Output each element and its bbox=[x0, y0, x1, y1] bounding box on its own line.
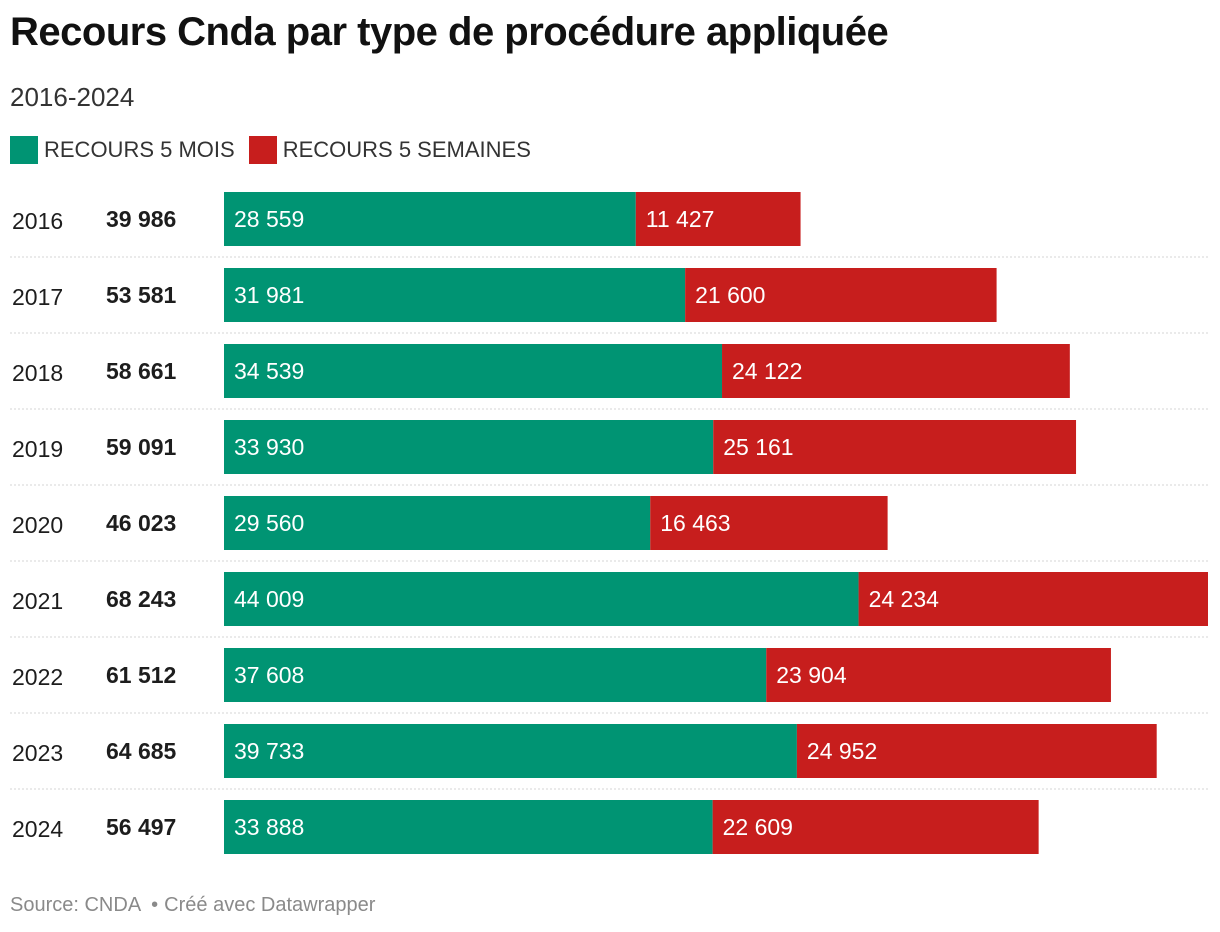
bar-5-semaines bbox=[766, 648, 1111, 702]
footer: Source: CNDA • Créé avec Datawrapper bbox=[10, 894, 375, 917]
bar-label-5-semaines: 23 904 bbox=[776, 662, 847, 688]
bar-5-semaines bbox=[713, 420, 1077, 474]
bar-5-mois bbox=[224, 344, 723, 398]
total-label: 46 023 bbox=[106, 510, 176, 536]
bar-5-semaines bbox=[712, 800, 1039, 854]
year-label: 2018 bbox=[12, 360, 63, 386]
source-note: Source: CNDA bbox=[10, 894, 142, 916]
year-label: 2019 bbox=[12, 436, 63, 462]
bar-5-semaines bbox=[722, 344, 1070, 398]
bar-5-mois bbox=[224, 648, 767, 702]
legend-label-5-semaines: RECOURS 5 SEMAINES bbox=[282, 137, 531, 162]
chart-title: Recours Cnda par type de procédure appli… bbox=[10, 10, 889, 54]
total-label: 39 986 bbox=[106, 206, 176, 232]
bar-label-5-mois: 29 560 bbox=[234, 510, 304, 536]
bar-label-5-mois: 33 888 bbox=[234, 814, 304, 840]
bar-5-mois bbox=[224, 496, 651, 550]
bar-5-mois bbox=[224, 572, 859, 626]
bar-5-semaines bbox=[635, 192, 801, 246]
total-label: 68 243 bbox=[106, 586, 176, 612]
total-label: 56 497 bbox=[106, 814, 176, 840]
total-label: 64 685 bbox=[106, 738, 177, 764]
legend-swatch-5-mois bbox=[10, 136, 38, 164]
total-label: 58 661 bbox=[106, 358, 177, 384]
total-label: 59 091 bbox=[106, 434, 177, 460]
year-label: 2021 bbox=[12, 588, 63, 614]
bar-label-5-mois: 44 009 bbox=[234, 586, 304, 612]
bar-label-5-semaines: 16 463 bbox=[660, 510, 730, 536]
bar-label-5-semaines: 24 122 bbox=[732, 358, 802, 384]
bar-label-5-mois: 31 981 bbox=[234, 282, 304, 308]
bar-5-mois bbox=[224, 724, 797, 778]
bar-label-5-mois: 39 733 bbox=[234, 738, 304, 764]
bar-label-5-semaines: 24 234 bbox=[869, 586, 940, 612]
bar-label-5-semaines: 21 600 bbox=[695, 282, 765, 308]
stacked-bar-chart: 2016 39 986 28 559 11 427 2017 53 581 31 981 21… bbox=[10, 192, 1208, 854]
bar-label-5-mois: 34 539 bbox=[234, 358, 304, 384]
legend-swatch-5-semaines bbox=[248, 136, 277, 164]
footer-separator: • bbox=[151, 894, 159, 916]
bar-5-mois bbox=[224, 800, 713, 854]
bar-5-semaines bbox=[685, 268, 997, 322]
year-label: 2022 bbox=[12, 664, 63, 690]
bar-label-5-mois: 37 608 bbox=[234, 662, 304, 688]
legend: RECOURS 5 MOIS RECOURS 5 SEMAINES bbox=[10, 136, 545, 164]
year-label: 2024 bbox=[12, 816, 63, 842]
bar-5-semaines bbox=[858, 572, 1208, 626]
bar-label-5-semaines: 24 952 bbox=[807, 738, 877, 764]
bar-5-semaines bbox=[650, 496, 888, 550]
bar-label-5-semaines: 25 161 bbox=[723, 434, 793, 460]
year-label: 2017 bbox=[12, 284, 63, 310]
total-label: 53 581 bbox=[106, 282, 177, 308]
bar-label-5-semaines: 11 427 bbox=[646, 206, 715, 232]
year-label: 2020 bbox=[12, 512, 63, 538]
legend-item-5-semaines: RECOURS 5 SEMAINES bbox=[248, 136, 531, 164]
bar-label-5-mois: 28 559 bbox=[234, 206, 304, 232]
bar-label-5-semaines: 22 609 bbox=[723, 814, 793, 840]
credit-note: Créé avec Datawrapper bbox=[164, 894, 376, 916]
chart-subtitle: 2016-2024 bbox=[10, 82, 135, 112]
legend-label-5-mois: RECOURS 5 MOIS bbox=[44, 137, 235, 162]
legend-item-5-mois: RECOURS 5 MOIS bbox=[10, 136, 235, 164]
bar-5-mois bbox=[224, 192, 636, 246]
bar-5-semaines bbox=[796, 724, 1157, 778]
total-label: 61 512 bbox=[106, 662, 176, 688]
bar-5-mois bbox=[224, 420, 714, 474]
year-label: 2016 bbox=[12, 208, 63, 234]
bar-label-5-mois: 33 930 bbox=[234, 434, 304, 460]
bar-5-mois bbox=[224, 268, 686, 322]
year-label: 2023 bbox=[12, 740, 63, 766]
